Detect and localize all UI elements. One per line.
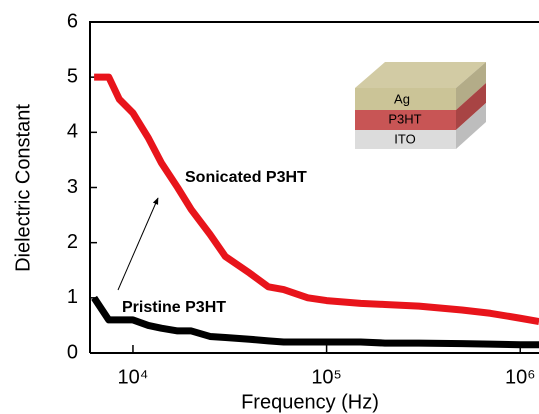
series-line — [94, 73, 539, 326]
inset-p3ht — [355, 110, 456, 130]
y-tick-label: 5 — [67, 65, 78, 87]
x-tick-label: 10⁵ — [311, 366, 342, 388]
y-axis-label: Dielectric Constant — [12, 104, 34, 272]
y-tick-label: 1 — [67, 286, 78, 308]
y-tick-label: 6 — [67, 10, 78, 32]
series-line — [91, 295, 539, 349]
inset-side — [456, 62, 486, 110]
series-label: Pristine P3HT — [122, 299, 226, 316]
series-label: Sonicated P3HT — [185, 169, 307, 186]
inset-side — [456, 103, 486, 149]
x-axis-label: Frequency (Hz) — [241, 391, 379, 413]
inset-ag — [355, 88, 456, 110]
inset-ito — [355, 130, 456, 149]
inset-label: Ag — [394, 91, 410, 106]
inset-diagram: Ag P3HT ITO — [355, 62, 486, 149]
x-tick-label: 10⁶ — [505, 366, 535, 388]
arrow — [117, 197, 159, 291]
x-tick-label: 10⁴ — [118, 366, 149, 388]
y-tick-label: 2 — [67, 231, 78, 253]
plot-area — [91, 73, 539, 349]
inset-label: P3HT — [388, 111, 421, 126]
inset-top — [355, 62, 486, 88]
y-tick-label: 3 — [67, 176, 78, 198]
y-tick-label: 4 — [67, 121, 78, 143]
inset-label: ITO — [394, 131, 415, 146]
inset-side — [456, 83, 486, 130]
y-tick-label: 0 — [67, 341, 78, 363]
